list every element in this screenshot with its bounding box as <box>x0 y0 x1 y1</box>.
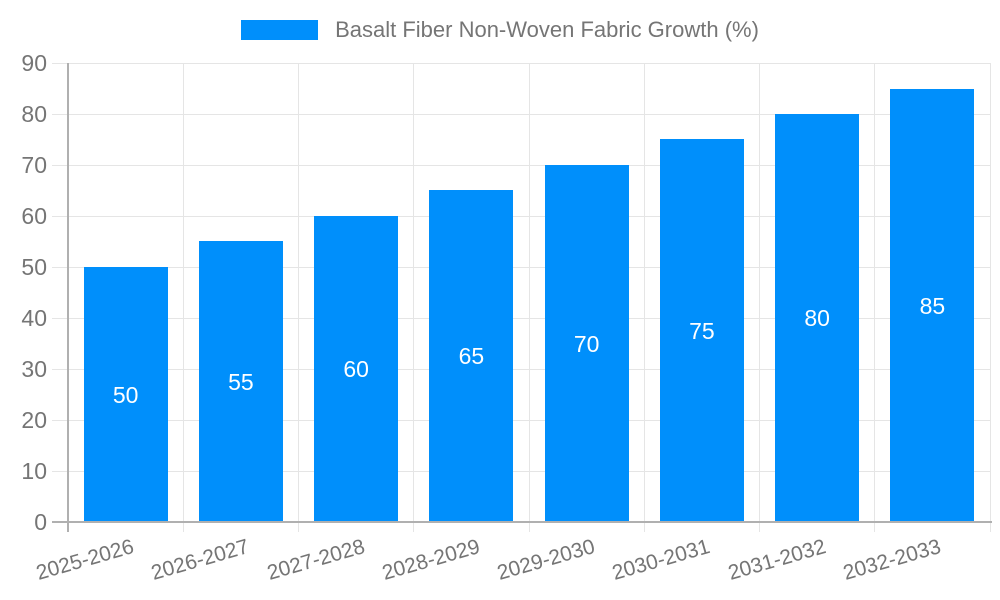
x-axis-tick-label: 2025-2026 <box>33 535 137 585</box>
y-gridline <box>52 470 990 472</box>
y-axis-tick-label: 80 <box>21 101 47 127</box>
x-axis-line <box>52 521 992 523</box>
y-gridline <box>52 62 990 64</box>
bar[interactable] <box>659 139 744 522</box>
bar[interactable] <box>198 241 283 522</box>
bar-value-label: 60 <box>343 356 369 382</box>
bar-value-label: 70 <box>573 331 600 357</box>
bar[interactable] <box>83 267 168 522</box>
x-gridline <box>413 63 415 532</box>
x-gridline <box>989 63 991 532</box>
bar-value-label: 80 <box>804 305 830 331</box>
x-gridline <box>528 63 530 532</box>
bar-value-label: 75 <box>689 318 715 344</box>
y-gridline <box>52 368 990 370</box>
y-gridline <box>52 266 990 268</box>
y-axis-tick-label: 40 <box>21 305 47 331</box>
y-axis-tick-label: 30 <box>21 356 47 382</box>
x-axis-tick-label: 2027-2028 <box>264 535 368 585</box>
y-axis-tick-label: 10 <box>21 458 47 484</box>
y-gridline <box>52 419 990 421</box>
y-axis-line <box>67 63 69 532</box>
x-gridline <box>643 63 645 532</box>
y-gridline <box>52 215 990 217</box>
legend-label: Basalt Fiber Non-Woven Fabric Growth (%) <box>335 17 759 42</box>
bar[interactable] <box>544 165 629 522</box>
bar-value-label: 50 <box>112 382 139 408</box>
y-axis-tick-label: 0 <box>34 509 47 535</box>
x-gridline <box>874 63 876 532</box>
y-axis-tick-label: 90 <box>21 50 47 76</box>
y-axis-tick-label: 70 <box>21 152 47 178</box>
y-gridline <box>52 113 990 115</box>
y-axis-tick-label: 60 <box>21 203 47 229</box>
bar[interactable] <box>429 190 514 522</box>
x-gridline <box>759 63 760 532</box>
bar-value-label: 85 <box>919 293 946 319</box>
x-axis-tick-label: 2032-2033 <box>840 535 944 585</box>
bar[interactable] <box>890 89 975 522</box>
bar-value-label: 55 <box>228 369 254 395</box>
bar-value-label: 65 <box>458 343 485 369</box>
x-axis-tick-label: 2031-2032 <box>725 535 829 585</box>
x-axis-tick-label: 2026-2027 <box>149 535 252 585</box>
bar[interactable] <box>314 216 399 522</box>
y-gridline <box>52 164 990 166</box>
x-axis-tick-label: 2028-2029 <box>379 535 483 585</box>
bar[interactable] <box>775 114 860 522</box>
x-axis-tick-label: 2029-2030 <box>494 535 598 585</box>
x-gridline <box>298 63 299 532</box>
legend-swatch <box>241 20 319 40</box>
y-gridline <box>52 317 990 319</box>
y-axis-tick-label: 20 <box>21 407 47 433</box>
y-axis-tick-label: 50 <box>21 254 47 280</box>
x-axis-tick-label: 2030-2031 <box>610 535 713 585</box>
legend[interactable]: Basalt Fiber Non-Woven Fabric Growth (%) <box>0 17 1000 43</box>
x-gridline <box>182 63 184 532</box>
